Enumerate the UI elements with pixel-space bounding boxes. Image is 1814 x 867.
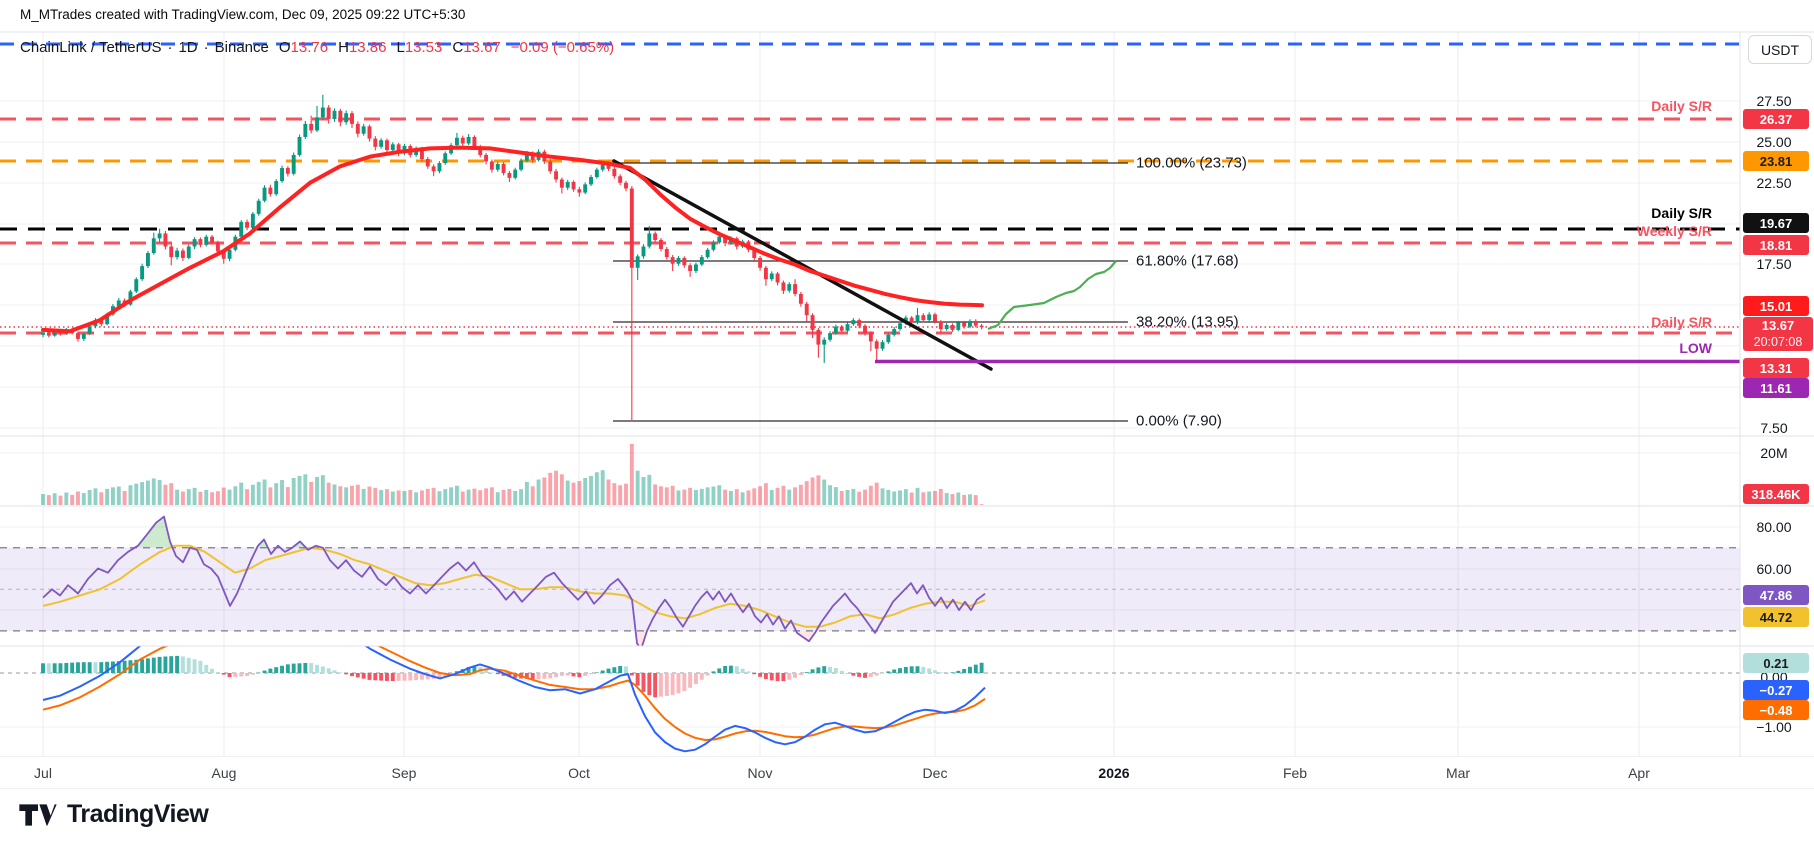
chart-legend[interactable]: ChainLink / TetherUS · 1D · Binance O13.76 H13… — [20, 39, 614, 56]
time-label-aug[interactable]: Aug — [211, 765, 237, 781]
legend-separator-1: · — [167, 39, 173, 56]
grid-lines — [0, 32, 1740, 757]
pane-separators — [0, 31, 1814, 789]
time-label-dec[interactable]: Dec — [922, 765, 948, 781]
volume-pane — [41, 443, 984, 505]
open-value: 13.76 — [290, 39, 329, 56]
tradingview-logo-text: TradingView — [67, 800, 209, 828]
price-badge-18.81[interactable]: 18.81 — [1743, 235, 1809, 255]
legend-separator-2: · — [203, 39, 209, 56]
time-label-oct[interactable]: Oct — [568, 765, 590, 781]
price-badge-15.01[interactable]: 15.01 — [1743, 296, 1809, 316]
macd-line — [42, 646, 986, 753]
macd-pane — [0, 646, 1740, 753]
time-label-2026[interactable]: 2026 — [1098, 765, 1130, 781]
rsi-ma-line — [42, 544, 986, 628]
tradingview-logo[interactable]: TradingView — [18, 800, 209, 829]
time-label-feb[interactable]: Feb — [1282, 765, 1308, 781]
time-label-sep[interactable]: Sep — [391, 765, 417, 781]
time-label-jul[interactable]: Jul — [34, 765, 52, 781]
price-countdown: 20:07:08 — [1753, 335, 1803, 349]
candles-layer — [41, 94, 984, 422]
price-pane — [0, 42, 1740, 422]
change-value: −0.09 (−0.65%) — [510, 39, 615, 56]
time-label-mar[interactable]: Mar — [1445, 765, 1471, 781]
price-badge-13.31[interactable]: 13.31 — [1743, 358, 1809, 378]
price-badge-26.37[interactable]: 26.37 — [1743, 109, 1809, 129]
close-value: 13.67 — [463, 39, 501, 56]
axis-label: −1.00 — [1756, 719, 1792, 735]
price-axis[interactable]: 27.50 25.00 22.50 17.50 7.50 20M 80.00 60.00 0.0… — [1741, 0, 1814, 790]
tradingview-logo-icon — [19, 803, 57, 826]
descending-trendline — [612, 159, 993, 371]
open-label: O — [278, 39, 291, 56]
rsi-line — [42, 515, 986, 646]
price-badge-11.61[interactable]: 11.61 — [1743, 378, 1809, 398]
time-axis[interactable]: Jul Aug Sep Oct Nov Dec 2026 Feb Mar Apr — [0, 757, 1814, 788]
axis-label: 22.50 — [1756, 175, 1792, 191]
axis-label: 80.00 — [1756, 519, 1792, 535]
axis-label: 17.50 — [1756, 256, 1792, 272]
time-label-nov[interactable]: Nov — [747, 765, 773, 781]
price-badge-19.67[interactable]: 19.67 — [1743, 213, 1809, 233]
axis-label: 20M — [1760, 445, 1788, 461]
close-label: C — [452, 39, 464, 56]
exchange-label: Binance — [214, 39, 269, 56]
price-badge-0.21[interactable]: 0.21 — [1743, 653, 1809, 673]
chart-canvas[interactable] — [0, 0, 1814, 790]
projection-path — [987, 260, 1117, 331]
axis-label: 7.50 — [1760, 420, 1788, 436]
price-badge-23.81[interactable]: 23.81 — [1743, 151, 1809, 171]
price-badge-0.48[interactable]: −0.48 — [1743, 700, 1809, 720]
axis-label: 25.00 — [1756, 134, 1792, 150]
time-label-apr[interactable]: Apr — [1628, 765, 1650, 781]
low-label: L — [396, 39, 405, 56]
symbol-name[interactable]: ChainLink / TetherUS — [20, 39, 162, 56]
high-label: H — [338, 39, 349, 56]
price-badge-44.72[interactable]: 44.72 — [1743, 607, 1809, 627]
price-badge-0.27[interactable]: −0.27 — [1743, 680, 1809, 700]
price-badge-47.86[interactable]: 47.86 — [1743, 585, 1809, 605]
interval-label[interactable]: 1D — [178, 39, 198, 56]
red-moving-average — [41, 145, 984, 334]
currency-toggle-button[interactable]: USDT — [1748, 35, 1812, 64]
axis-label: 27.50 — [1756, 93, 1792, 109]
rsi-band — [0, 547, 1740, 631]
price-badge-13.67[interactable]: 13.67 20:07:08 — [1743, 317, 1813, 351]
export-credit: M_MTrades created with TradingView.com, … — [20, 7, 466, 22]
low-value: 13.53 — [404, 39, 443, 56]
rsi-pane — [0, 515, 1740, 646]
price-badge-318.46K[interactable]: 318.46K — [1743, 484, 1809, 504]
axis-label: 60.00 — [1756, 561, 1792, 577]
high-value: 13.86 — [348, 39, 387, 56]
